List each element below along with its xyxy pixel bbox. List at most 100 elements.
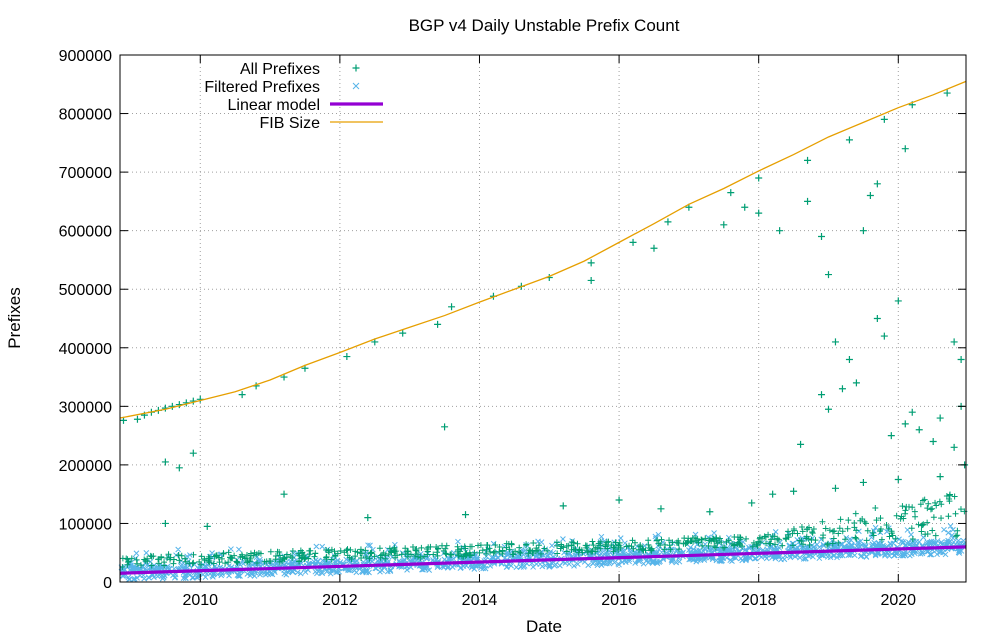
grid [120,55,966,582]
all-prefixes-point [741,203,749,211]
all-prefixes-point [280,490,288,498]
all-prefixes-point [650,244,658,252]
y-tick-label: 0 [103,575,112,592]
all-prefixes-point [161,519,169,527]
plot-frame [119,54,967,583]
all-prefixes-point [776,227,784,235]
all-prefixes-point [901,145,909,153]
all-prefixes-point [399,329,407,337]
all-prefixes-point [894,476,902,484]
x-axis-title: Date [526,617,562,636]
all-prefixes-point [804,197,812,205]
all-prefixes-point [818,233,826,241]
all-prefixes-series [119,89,969,570]
all-prefixes-point [343,353,351,361]
all-prefixes-point [364,514,372,522]
all-prefixes-point [894,297,902,305]
all-prefixes-point [943,89,951,97]
linear-model-series [119,545,967,575]
all-prefixes-point [818,391,826,399]
all-prefixes-point [755,209,763,217]
y-tick-label: 800000 [59,107,112,124]
axis-ticks [120,54,966,583]
all-prefixes-point [804,156,812,164]
x-tick-label: 2016 [601,592,637,609]
all-prefixes-point [852,379,860,387]
all-prefixes-point [936,414,944,422]
x-tick-label: 2010 [182,592,218,609]
all-prefixes-point [845,136,853,144]
y-tick-label: 500000 [59,282,112,299]
x-tick-label: 2018 [741,592,777,609]
all-prefixes-point [859,227,867,235]
all-prefixes-point [866,192,874,200]
all-prefixes-point [880,115,888,123]
all-prefixes-point [434,320,442,328]
all-prefixes-point [559,502,567,510]
all-prefixes-point [657,505,665,513]
all-prefixes-point [929,437,937,445]
linear-model-line [119,545,967,575]
all-prefixes-point [664,218,672,226]
all-prefixes-point [790,487,798,495]
all-prefixes-point [727,189,735,197]
all-prefixes-cloud [119,491,968,570]
y-tick-label: 100000 [59,516,112,533]
legend-label: All Prefixes [240,61,320,78]
all-prefixes-point [957,355,965,363]
legend-marker-filtered-prefixes [352,82,360,90]
y-tick-label: 400000 [59,341,112,358]
x-tick-label: 2020 [880,592,916,609]
all-prefixes-point [238,391,246,399]
y-tick-label: 900000 [59,48,112,65]
all-prefixes-point [873,180,881,188]
all-prefixes-point [880,332,888,340]
all-prefixes-point [950,338,958,346]
all-prefixes-point [133,415,141,423]
all-prefixes-point [873,315,881,322]
all-prefixes-point [119,416,127,424]
all-prefixes-point [838,385,846,393]
all-prefixes-point [831,484,839,492]
x-tick-label: 2012 [322,592,358,609]
x-tick-label: 2014 [462,592,498,609]
chart-title: BGP v4 Daily Unstable Prefix Count [409,16,680,35]
legend-label: Linear model [228,97,321,114]
all-prefixes-point [629,238,637,246]
all-prefixes-point [797,440,805,448]
all-prefixes-point [175,464,183,472]
all-prefixes-point [161,458,169,466]
all-prefixes-point [824,271,832,279]
all-prefixes-point [706,508,714,516]
all-prefixes-point [950,443,958,451]
all-prefixes-point [448,303,456,311]
all-prefixes-point [203,522,211,530]
all-prefixes-point [901,420,909,428]
all-prefixes-point [824,405,832,413]
all-prefixes-point [748,499,756,507]
all-prefixes-point [831,338,839,346]
legend-label: FIB Size [260,115,321,132]
all-prefixes-point [189,449,197,457]
all-prefixes-point [587,259,595,267]
fib-size-line [119,80,967,419]
all-prefixes-point [755,174,763,182]
all-prefixes-point [915,426,923,434]
all-prefixes-point [908,408,916,416]
y-tick-label: 700000 [59,165,112,182]
legend-label: Filtered Prefixes [204,79,320,96]
axis-tick-labels: 0 100000 200000 300000 400000 500000 600000 700… [59,48,917,609]
y-tick-label: 200000 [59,458,112,475]
all-prefixes-point [936,473,944,481]
y-tick-label: 300000 [59,399,112,416]
all-prefixes-point [720,221,728,229]
y-axis-title: Prefixes [5,287,24,348]
all-prefixes-point [615,496,623,504]
legend-marker-all-prefixes [352,64,360,72]
all-prefixes-point [887,432,895,440]
all-prefixes-point [859,478,867,486]
all-prefixes-point [845,355,853,363]
all-prefixes-point [462,511,470,519]
